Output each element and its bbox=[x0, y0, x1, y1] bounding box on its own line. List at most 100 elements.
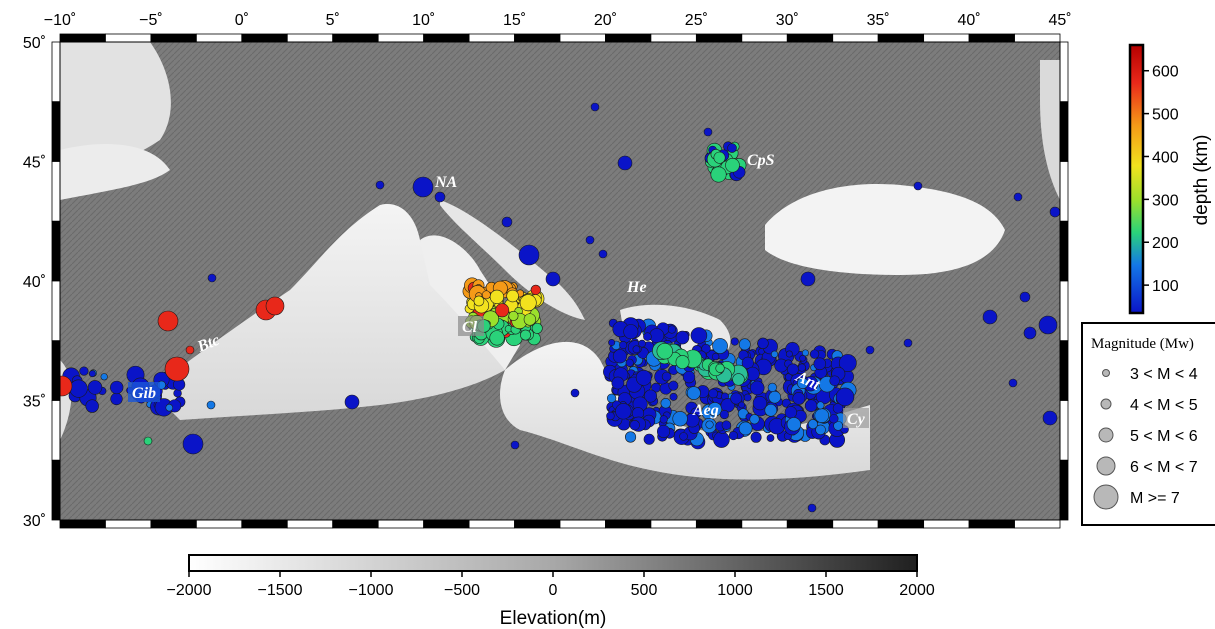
earthquake-point bbox=[738, 421, 753, 436]
depth-colorbar: 100 200 300 400 500 600 depth (km) bbox=[1128, 43, 1212, 315]
earthquake-point bbox=[809, 349, 820, 359]
earthquake-point bbox=[473, 295, 485, 307]
earthquake-point bbox=[545, 271, 561, 287]
earthquake-point bbox=[675, 355, 690, 369]
earthquake-point bbox=[725, 157, 740, 173]
earthquake-point bbox=[815, 424, 826, 436]
frame-segment bbox=[377, 519, 425, 529]
latitude-tick-label: 45˚ bbox=[23, 155, 46, 172]
depth-tick-label: 600 bbox=[1152, 64, 1179, 81]
earthquake-points bbox=[60, 102, 1060, 513]
frame-segment bbox=[286, 519, 334, 529]
earthquake-point bbox=[787, 363, 799, 376]
earthquake-point bbox=[79, 366, 89, 376]
frame-segment bbox=[1059, 161, 1069, 222]
eastern-mediterranean bbox=[500, 341, 870, 480]
earthquake-point bbox=[679, 432, 688, 441]
earthquake-point bbox=[732, 373, 745, 386]
earthquake-point bbox=[530, 284, 541, 296]
region-labels: NA CpS He Cl Btc Gib Aeg Ant Cy bbox=[128, 152, 869, 428]
earthquake-point bbox=[750, 380, 765, 396]
earthquake-point bbox=[792, 392, 806, 405]
frame-segment bbox=[468, 519, 515, 529]
earthquake-point bbox=[638, 339, 646, 348]
black-sea bbox=[765, 184, 1005, 275]
earthquake-point bbox=[598, 249, 608, 259]
earthquake-point bbox=[623, 324, 639, 340]
elevation-colorbar-label: Elevation(m) bbox=[500, 608, 607, 629]
elevation-tick-label: 500 bbox=[631, 582, 658, 599]
earthquake-point bbox=[727, 143, 737, 153]
frame-segment bbox=[377, 33, 425, 43]
frame-segment bbox=[695, 519, 743, 529]
longitude-tick-labels: −10˚ −5˚ 0˚ 5˚ 10˚ 15˚ 20˚ 25˚ 30˚ 35˚ 40˚ 45˚ bbox=[44, 12, 1072, 29]
earthquake-point bbox=[738, 401, 746, 409]
longitude-tick-label: 25˚ bbox=[685, 12, 708, 29]
magnitude-symbol bbox=[1102, 369, 1110, 377]
earthquake-point bbox=[667, 325, 677, 334]
longitude-tick-label: 10˚ bbox=[412, 12, 435, 29]
elevation-tick-label: 2000 bbox=[899, 582, 935, 599]
earthquake-point bbox=[629, 420, 640, 431]
depth-tick-label: 100 bbox=[1152, 278, 1179, 295]
depth-tick-label: 400 bbox=[1152, 149, 1179, 166]
frame-segment bbox=[1059, 280, 1069, 342]
earthquake-point bbox=[764, 403, 778, 417]
magnitude-item-label: 6 < M < 7 bbox=[1130, 459, 1198, 476]
earthquake-point bbox=[110, 380, 124, 395]
earthquake-point bbox=[690, 327, 708, 344]
earthquake-point bbox=[643, 433, 655, 445]
earthquake-point bbox=[520, 329, 531, 341]
region-label-cl: Cl bbox=[462, 319, 478, 336]
earthquake-point bbox=[816, 401, 825, 410]
earthquake-point bbox=[1038, 315, 1058, 335]
earthquake-point bbox=[675, 330, 690, 345]
earthquake-point bbox=[728, 430, 738, 441]
earthquake-point bbox=[644, 389, 658, 403]
earthquake-point bbox=[207, 273, 217, 283]
frame-segment bbox=[832, 33, 879, 43]
earthquake-point bbox=[804, 399, 818, 412]
magnitude-symbol bbox=[1100, 398, 1112, 410]
longitude-tick-label: 20˚ bbox=[594, 12, 617, 29]
frame-segment bbox=[59, 33, 106, 43]
frame-segment bbox=[423, 519, 470, 529]
earthquake-point bbox=[265, 296, 285, 316]
longitude-tick-label: 35˚ bbox=[867, 12, 890, 29]
earthquake-point bbox=[721, 420, 732, 430]
elevation-tick-label: 1000 bbox=[717, 582, 753, 599]
earthquake-point bbox=[100, 373, 108, 381]
earthquake-point bbox=[173, 389, 182, 398]
earthquake-point bbox=[799, 354, 806, 362]
magnitude-legend-title: Magnitude (Mw) bbox=[1091, 336, 1194, 352]
earthquake-point bbox=[615, 403, 632, 420]
earthquake-point bbox=[625, 358, 634, 367]
frame-segment bbox=[741, 519, 788, 529]
earthquake-point bbox=[612, 349, 628, 364]
longitude-tick-label: −10˚ bbox=[44, 12, 76, 29]
latitude-tick-labels: 30˚ 35˚ 40˚ 45˚ 50˚ bbox=[23, 35, 46, 530]
earthquake-point bbox=[60, 375, 73, 397]
earthquake-point bbox=[711, 352, 720, 361]
earthquake-point bbox=[506, 289, 519, 303]
frame-segment bbox=[332, 519, 379, 529]
frame-segment bbox=[51, 220, 61, 282]
frame-segment bbox=[1059, 41, 1069, 103]
earthquake-point bbox=[903, 338, 913, 348]
frame-segment bbox=[105, 519, 152, 529]
earthquake-point bbox=[1042, 410, 1058, 426]
frame-segment bbox=[923, 519, 970, 529]
magnitude-item-label: 5 < M < 6 bbox=[1130, 428, 1198, 445]
longitude-tick-label: 45˚ bbox=[1048, 12, 1071, 29]
earthquake-point bbox=[585, 235, 595, 245]
earthquake-point bbox=[611, 376, 625, 390]
frame-segment bbox=[832, 519, 879, 529]
earthquake-point bbox=[741, 356, 754, 369]
frame-segment bbox=[195, 33, 243, 43]
frame-segment bbox=[150, 519, 197, 529]
depth-colorbar-ramp bbox=[1128, 43, 1145, 315]
magnitude-legend-items: 3 < M < 4 4 < M < 5 5 < M < 6 6 < M < 7 M >=… bbox=[1093, 366, 1198, 510]
frame-segment bbox=[150, 33, 197, 43]
frame-segment bbox=[241, 33, 288, 43]
